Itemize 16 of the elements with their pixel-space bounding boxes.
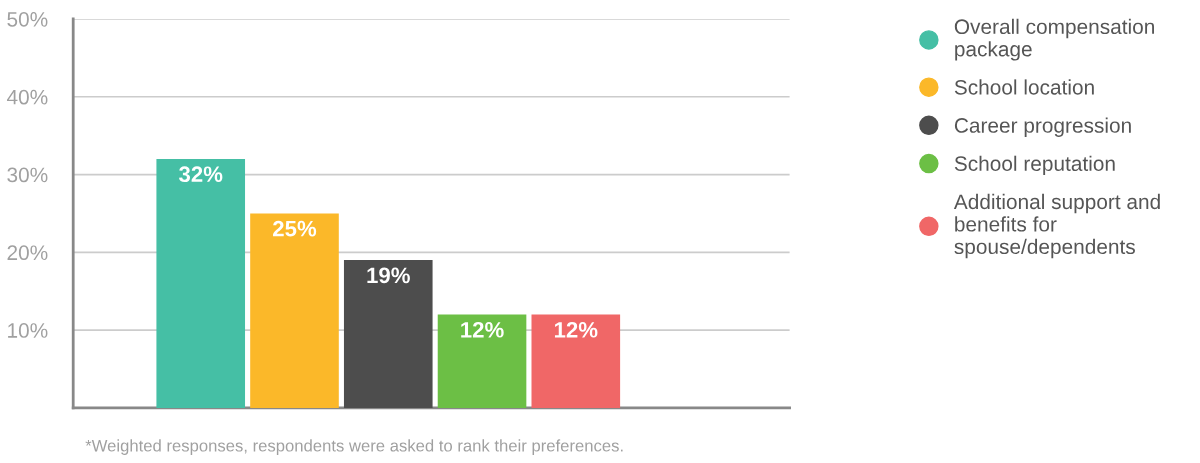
legend-label: Additional support and benefits for spouse/dependents bbox=[953, 193, 1160, 259]
y-tick-label: 50% bbox=[7, 11, 48, 27]
legend-label: Career progression bbox=[954, 117, 1131, 137]
text: 25% bbox=[273, 220, 317, 237]
legend-label: School reputation bbox=[954, 155, 1115, 176]
text: *Weighted responses, respondents were asked to rank their preferences. bbox=[85, 439, 623, 455]
y-tick-label: 20% bbox=[7, 245, 48, 261]
y-tick-label: 30% bbox=[7, 167, 48, 183]
legend-label: School location bbox=[954, 79, 1094, 95]
y-tick-label: 40% bbox=[6, 89, 48, 105]
y-tick-label: 10% bbox=[8, 323, 48, 338]
text: 32% bbox=[179, 166, 223, 183]
text: 19% bbox=[367, 267, 410, 284]
text: 12% bbox=[461, 321, 504, 338]
text: 12% bbox=[554, 321, 598, 338]
legend-label: Overall compensation package bbox=[954, 18, 1154, 61]
